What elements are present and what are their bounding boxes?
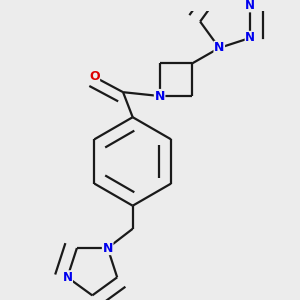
Text: O: O	[89, 70, 100, 83]
Text: N: N	[245, 32, 255, 44]
Text: N: N	[62, 271, 72, 284]
Text: N: N	[245, 0, 255, 12]
Text: N: N	[154, 89, 165, 103]
Text: N: N	[103, 242, 113, 254]
Text: N: N	[214, 41, 224, 54]
